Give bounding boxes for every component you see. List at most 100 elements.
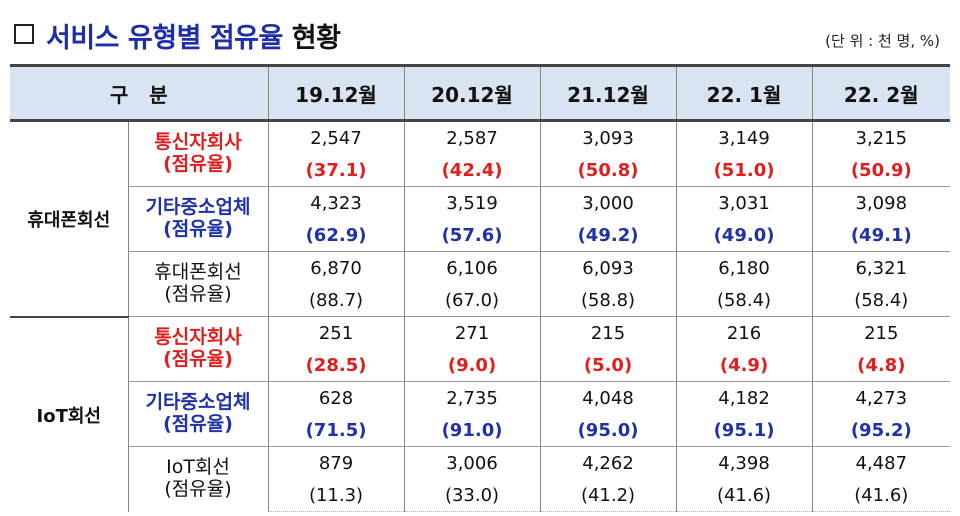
table-row: 휴대폰회선 통신자회사 (점유율) 2,547 2,587 3,093 3,149 3,215 <box>10 119 951 317</box>
table-row: (62.9) (57.6) (49.2) (49.0) (49.1) <box>10 219 951 252</box>
header-period: 22. 1월 <box>675 64 813 122</box>
header-period: 19.12월 <box>267 64 405 122</box>
share-cell: (58.4) <box>811 284 951 317</box>
table-row: IoT회선 통신자회사 (점유율) 251 271 215 216 215 <box>10 315 951 512</box>
share-cell: (50.9) <box>811 154 951 187</box>
table-row: 기타중소업체 (점유율) 628 2,735 4,048 4,182 4,273 <box>10 381 951 447</box>
table-row: (11.3) (33.0) (41.2) (41.6) (41.6) <box>10 479 951 512</box>
value-cell: 4,487 <box>811 446 951 479</box>
value-cell: 251 <box>267 316 405 349</box>
share-cell: (49.0) <box>675 219 813 252</box>
share-cell: (57.6) <box>403 219 541 252</box>
value-cell: 6,870 <box>267 251 405 284</box>
share-cell: (49.1) <box>811 219 951 252</box>
share-cell: (4.8) <box>811 349 951 382</box>
value-cell: 215 <box>811 316 951 349</box>
table-row: (28.5) (9.0) (5.0) (4.9) (4.8) <box>10 349 951 382</box>
row-label-cell: 기타중소업체 (점유율) <box>127 381 269 447</box>
share-label: (점유율) <box>164 478 232 501</box>
title-row: 서비스 유형별 점유율 현황 (단 위 : 천 명, %) <box>10 16 950 56</box>
share-cell: (88.7) <box>267 284 405 317</box>
share-label: (점유율) <box>163 413 233 435</box>
share-cell: (67.0) <box>403 284 541 317</box>
share-cell: (62.9) <box>267 219 405 252</box>
value-cell: 3,006 <box>403 446 541 479</box>
share-cell: (9.0) <box>403 349 541 382</box>
share-table: 구 분 19.12월 20.12월 21.12월 22. 1월 22. 2월 휴… <box>10 64 951 512</box>
share-label: (점유율) <box>163 153 233 175</box>
share-label: (점유율) <box>164 283 232 305</box>
share-label: (점유율) <box>163 218 233 240</box>
share-cell: (33.0) <box>403 479 541 512</box>
share-cell: (95.2) <box>811 414 951 447</box>
share-cell: (58.4) <box>675 284 813 317</box>
value-cell: 3,031 <box>675 186 813 219</box>
value-cell: 271 <box>403 316 541 349</box>
share-cell: (50.8) <box>539 154 677 187</box>
value-cell: 4,048 <box>539 381 677 414</box>
share-cell: (42.4) <box>403 154 541 187</box>
share-cell: (37.1) <box>267 154 405 187</box>
share-cell: (4.9) <box>675 349 813 382</box>
value-cell: 628 <box>267 381 405 414</box>
share-cell: (49.2) <box>539 219 677 252</box>
value-cell: 3,519 <box>403 186 541 219</box>
title-main: 서비스 유형별 점유율 <box>46 23 283 54</box>
category-cell: IoT회선 <box>10 315 129 512</box>
value-cell: 2,735 <box>403 381 541 414</box>
value-cell: 215 <box>539 316 677 349</box>
value-cell: 6,180 <box>675 251 813 284</box>
share-cell: (91.0) <box>403 414 541 447</box>
share-cell: (41.2) <box>539 479 677 512</box>
table-row: 기타중소업체 (점유율) 4,323 3,519 3,000 3,031 3,098 <box>10 186 951 252</box>
table-row: (88.7) (67.0) (58.8) (58.4) (58.4) <box>10 284 951 317</box>
share-cell: (11.3) <box>267 479 405 512</box>
value-cell: 4,323 <box>267 186 405 219</box>
page-title: 서비스 유형별 점유율 현황 <box>46 16 341 55</box>
share-cell: (58.8) <box>539 284 677 317</box>
row-label: IoT회선 <box>166 456 230 479</box>
value-cell: 6,106 <box>403 251 541 284</box>
value-cell: 3,149 <box>675 120 813 154</box>
value-cell: 3,093 <box>539 120 677 154</box>
value-cell: 2,587 <box>403 120 541 154</box>
table-body: 휴대폰회선 통신자회사 (점유율) 2,547 2,587 3,093 3,149 3,215… <box>10 119 951 512</box>
unit-note: (단 위 : 천 명, %) <box>825 32 940 50</box>
header-period: 22. 2월 <box>811 64 951 122</box>
value-cell: 3,000 <box>539 186 677 219</box>
table-row: IoT회선 (점유율) 879 3,006 4,262 4,398 4,487 <box>10 446 951 512</box>
value-cell: 2,547 <box>267 120 405 154</box>
header-row: 구 분 19.12월 20.12월 21.12월 22. 1월 22. 2월 <box>10 64 951 122</box>
share-cell: (41.6) <box>675 479 813 512</box>
row-label-cell: 기타중소업체 (점유율) <box>127 186 269 252</box>
row-label: 통신자회사 <box>154 326 242 349</box>
row-label: 기타중소업체 <box>145 196 251 219</box>
share-cell: (51.0) <box>675 154 813 187</box>
value-cell: 4,262 <box>539 446 677 479</box>
row-label: 휴대폰회선 <box>154 261 242 284</box>
table-row: 휴대폰회선 (점유율) 6,870 6,106 6,093 6,180 6,321 <box>10 251 951 317</box>
header-period: 20.12월 <box>403 64 541 122</box>
share-cell: (41.6) <box>811 479 951 512</box>
value-cell: 4,273 <box>811 381 951 414</box>
category-cell: 휴대폰회선 <box>10 119 129 317</box>
share-cell: (71.5) <box>267 414 405 447</box>
row-label: 기타중소업체 <box>145 391 251 414</box>
row-label-cell: IoT회선 (점유율) <box>127 446 269 512</box>
value-cell: 3,215 <box>811 120 951 154</box>
header-category: 구 분 <box>10 64 269 122</box>
value-cell: 879 <box>267 446 405 479</box>
header-period: 21.12월 <box>539 64 677 122</box>
share-cell: (95.0) <box>539 414 677 447</box>
share-cell: (95.1) <box>675 414 813 447</box>
value-cell: 4,398 <box>675 446 813 479</box>
value-cell: 6,321 <box>811 251 951 284</box>
value-cell: 6,093 <box>539 251 677 284</box>
row-label-cell: 통신자회사 (점유율) <box>127 120 269 187</box>
table-row: (71.5) (91.0) (95.0) (95.1) (95.2) <box>10 414 951 447</box>
value-cell: 216 <box>675 316 813 349</box>
row-label-cell: 통신자회사 (점유율) <box>127 316 269 382</box>
share-label: (점유율) <box>163 348 233 370</box>
share-cell: (28.5) <box>267 349 405 382</box>
title-suffix: 현황 <box>291 23 341 54</box>
